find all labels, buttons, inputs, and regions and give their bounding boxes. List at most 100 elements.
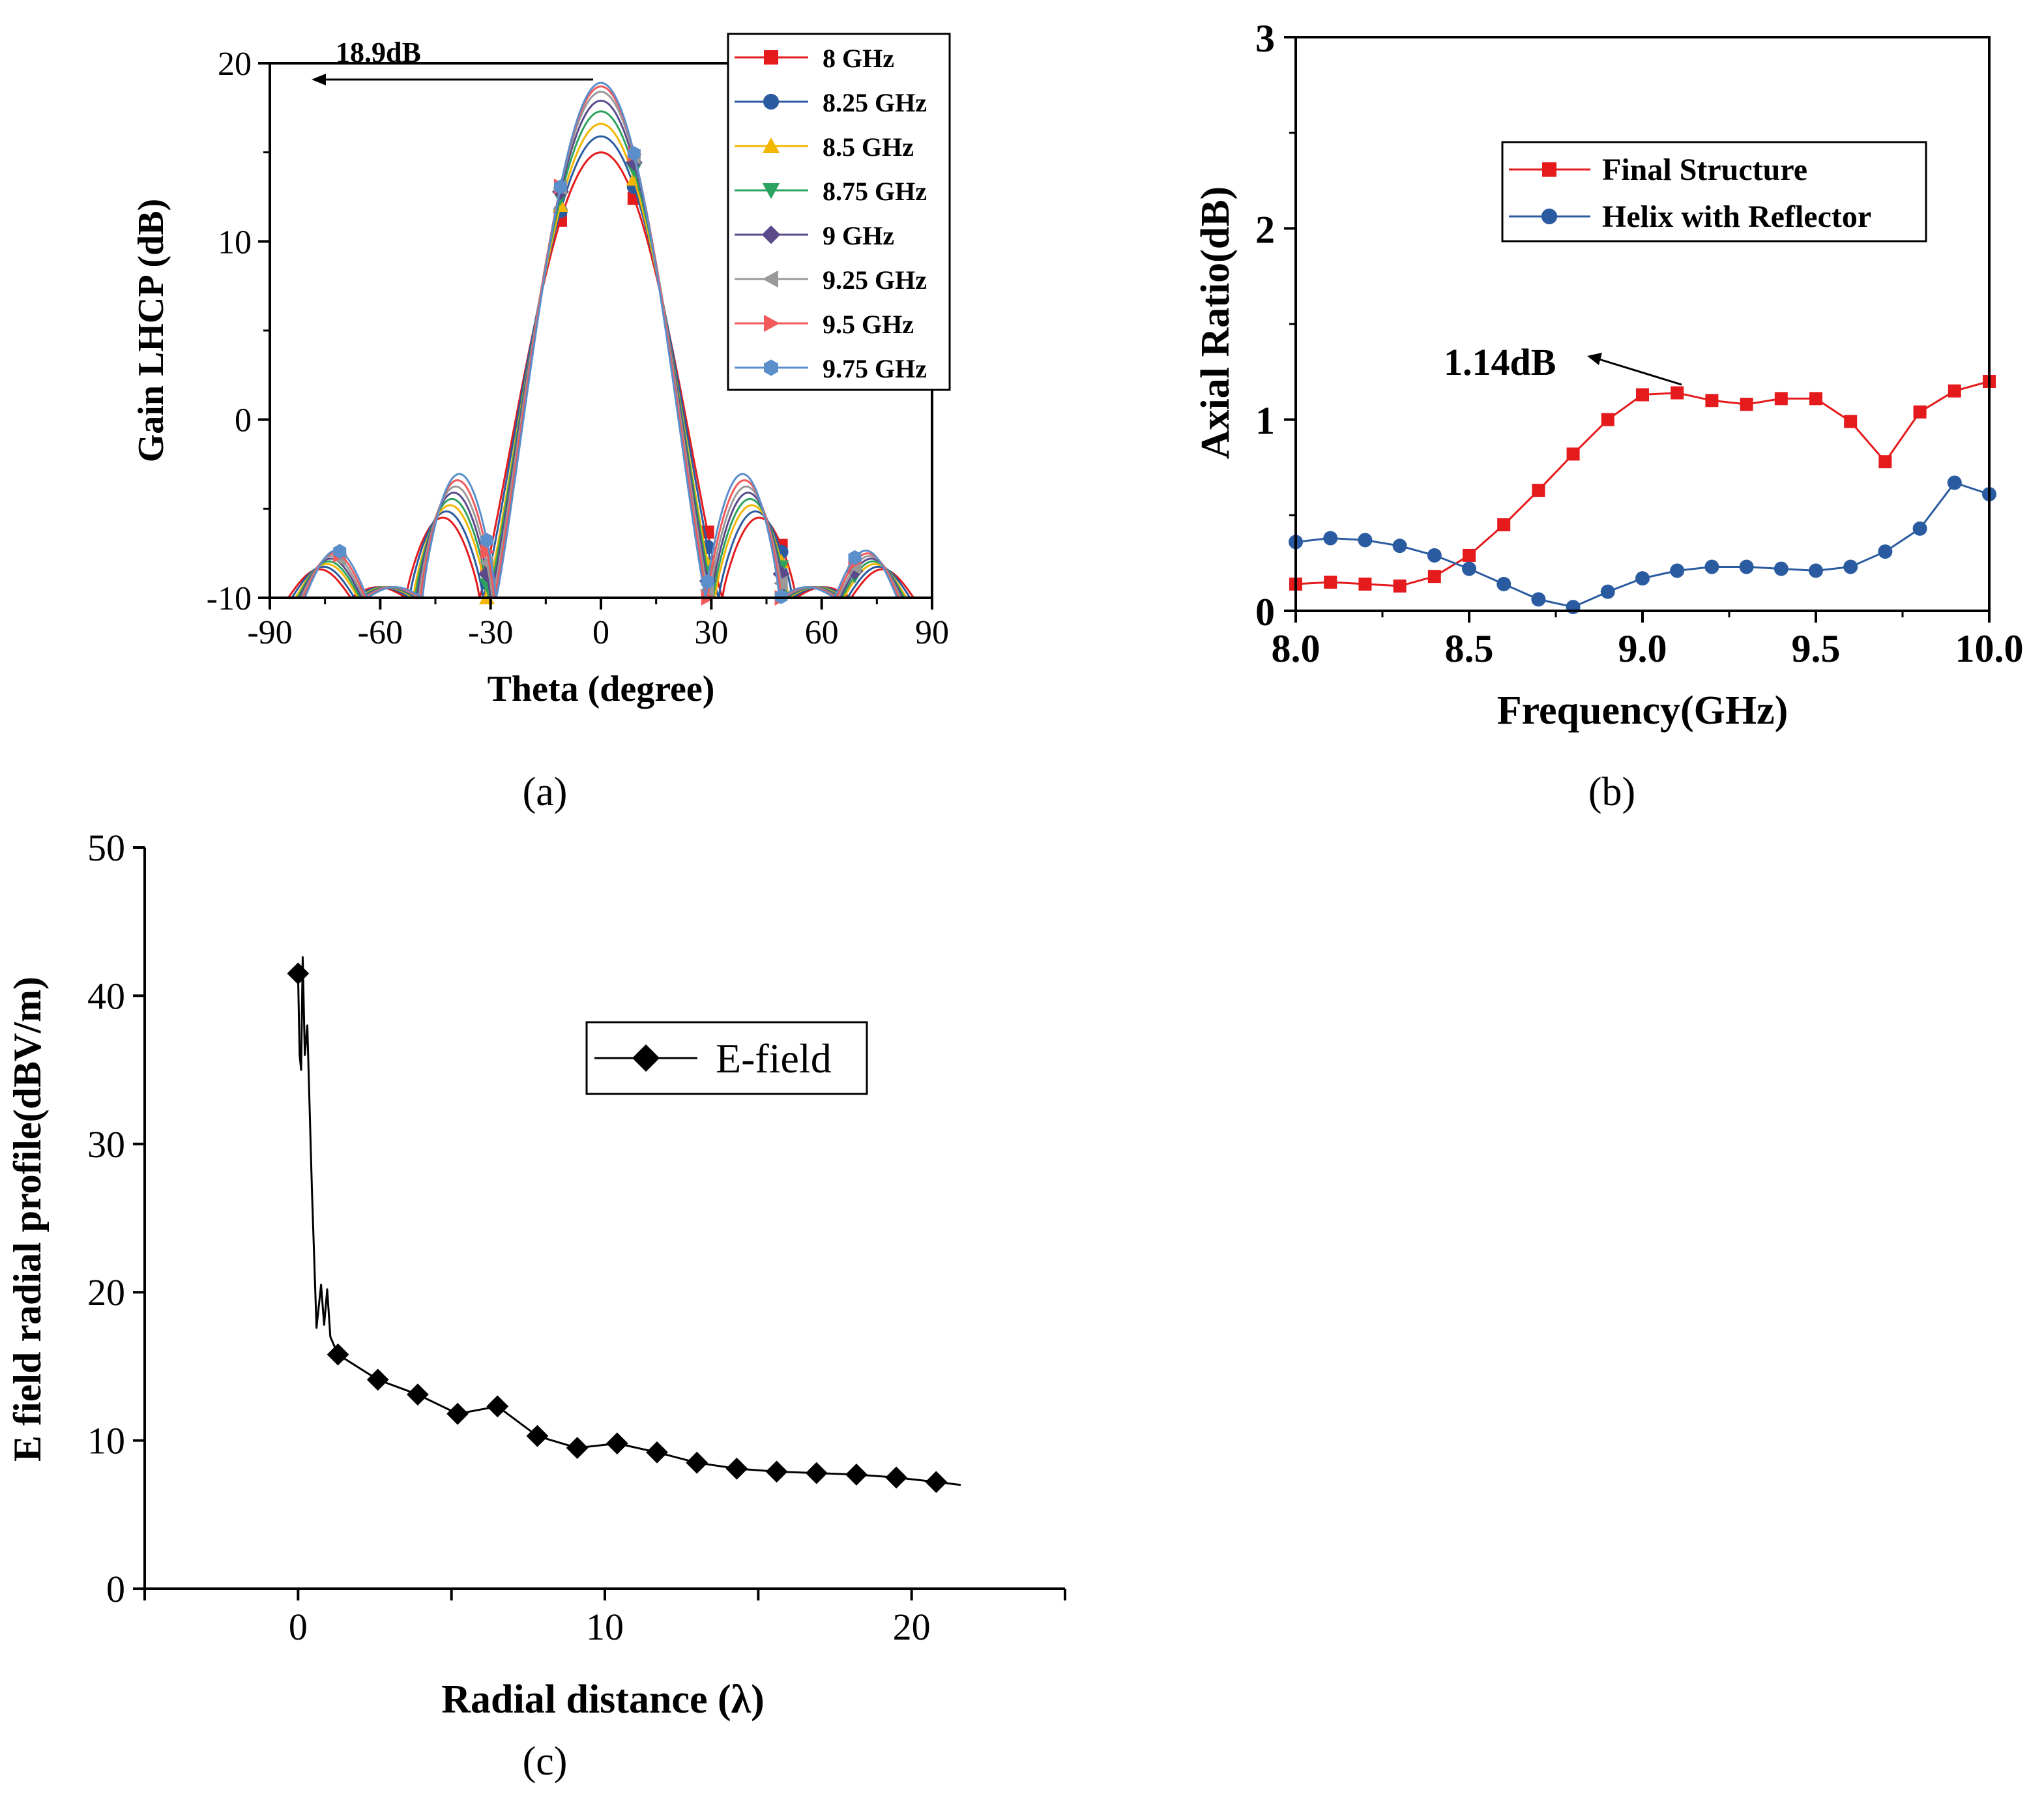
gain-y-axis-label: Gain LHCP (dB) bbox=[131, 199, 171, 463]
gain-x-tick-label: -60 bbox=[358, 614, 403, 651]
axial-ratio-legend-box bbox=[1501, 141, 1927, 243]
axial-ratio-series-marker bbox=[1947, 475, 1962, 490]
gain-series-marker bbox=[333, 544, 347, 559]
efield-x-axis-label: Radial distance (λ) bbox=[441, 1677, 764, 1722]
efield-series-marker bbox=[287, 962, 310, 985]
efield-series-marker bbox=[725, 1457, 748, 1480]
axial-ratio-series-marker bbox=[1671, 386, 1684, 400]
axial-ratio-series-marker bbox=[1358, 577, 1372, 591]
axial-ratio-plot-area bbox=[1289, 375, 1996, 615]
efield-series-marker bbox=[327, 1343, 349, 1366]
axial-ratio-x-tick-label: 8.0 bbox=[1272, 627, 1321, 670]
gain-y-ticks: -10 0 10 20 bbox=[207, 46, 270, 617]
axial-ratio-series-marker bbox=[1601, 413, 1614, 426]
axial-ratio-y-tick-label: 2 bbox=[1255, 208, 1275, 251]
axial-ratio-x-tick-label: 10.0 bbox=[1955, 627, 2024, 670]
gain-series-marker bbox=[627, 146, 641, 162]
gain-legend-marker bbox=[762, 137, 780, 153]
axial-ratio-series-marker bbox=[1843, 559, 1858, 574]
gain-legend: 8 GHz 8.25 GHz 8.5 GHz 8.75 GHz 9 GHz 9.25 GH… bbox=[727, 33, 951, 391]
axial-ratio-series-marker bbox=[1878, 455, 1892, 469]
gain-legend-marker bbox=[764, 359, 778, 376]
axial-ratio-series-marker bbox=[1878, 544, 1893, 559]
gain-y-tick-label: 0 bbox=[235, 402, 252, 439]
efield-series-marker bbox=[845, 1464, 868, 1486]
axial-ratio-series-marker bbox=[1774, 392, 1788, 405]
gain-legend-entries: 8 GHz 8.25 GHz 8.5 GHz 8.75 GHz 9 GHz 9.25 GH… bbox=[735, 44, 927, 383]
efield-y-axis-label: E field radial profile(dBV/m) bbox=[6, 977, 49, 1462]
gain-y-tick-label: -10 bbox=[207, 580, 252, 617]
axial-ratio-series-marker bbox=[1913, 405, 1927, 419]
min-axial-ratio-annotation: 1.14dB bbox=[1444, 341, 1556, 383]
axial-ratio-series-marker bbox=[1809, 563, 1823, 578]
efield-y-ticks: 0 10 20 30 40 50 bbox=[87, 827, 145, 1610]
axial-ratio-x-axis-label: Frequency(GHz) bbox=[1497, 688, 1788, 733]
peak-gain-annotation: 18.9dB bbox=[336, 37, 421, 68]
axial-ratio-series-marker bbox=[1705, 394, 1719, 407]
axial-ratio-y-tick-label: 0 bbox=[1255, 591, 1275, 634]
axial-ratio-legend-marker bbox=[1541, 208, 1558, 225]
axial-ratio-series-marker bbox=[1531, 592, 1546, 607]
axial-ratio-x-tick-label: 9.5 bbox=[1792, 627, 1841, 670]
gain-legend-label: 8.25 GHz bbox=[823, 88, 927, 117]
axial-ratio-series-marker bbox=[1496, 576, 1511, 591]
gain-legend-label: 9.5 GHz bbox=[823, 310, 914, 339]
efield-legend-label: E-field bbox=[716, 1035, 832, 1082]
axial-ratio-legend-entries: Final Structure Helix with Reflector bbox=[1509, 153, 1871, 234]
axial-ratio-series-marker bbox=[1774, 561, 1788, 576]
gain-legend-marker bbox=[762, 270, 778, 288]
axial-ratio-series-marker bbox=[1393, 579, 1407, 593]
axial-ratio-legend-label: Final Structure bbox=[1602, 153, 1807, 187]
efield-y-tick-label: 30 bbox=[87, 1123, 125, 1166]
efield-series-marker bbox=[805, 1462, 828, 1484]
axial-ratio-legend: Final Structure Helix with Reflector bbox=[1501, 141, 1927, 243]
caption-b: (b) bbox=[1588, 770, 1635, 814]
efield-x-tick-label: 0 bbox=[289, 1606, 308, 1648]
efield-y-tick-label: 40 bbox=[87, 975, 125, 1017]
axial-ratio-series-marker bbox=[1463, 548, 1476, 562]
axial-ratio-series-marker bbox=[1912, 521, 1927, 536]
axial-ratio-x-ticks: 8.0 8.5 9.0 9.5 10.0 bbox=[1272, 611, 2024, 670]
gain-legend-marker bbox=[763, 93, 780, 110]
efield-series-marker bbox=[446, 1402, 469, 1425]
axial-ratio-series-marker bbox=[1323, 531, 1338, 546]
axial-ratio-series-marker bbox=[1600, 584, 1615, 599]
axial-ratio-series-marker bbox=[1809, 392, 1822, 405]
axial-ratio-series-marker bbox=[1427, 548, 1442, 563]
axial-ratio-plot-frame bbox=[1294, 36, 1991, 612]
efield-x-ticks: 0 10 20 bbox=[143, 1589, 1066, 1648]
axial-ratio-y-tick-label: 3 bbox=[1255, 17, 1275, 60]
min-axial-ratio-arrow bbox=[1596, 357, 1682, 386]
gain-series-marker bbox=[480, 544, 495, 560]
peak-gain-arrowhead bbox=[312, 74, 326, 85]
axial-ratio-series-marker bbox=[1635, 571, 1650, 586]
gain-legend-label: 8.75 GHz bbox=[823, 177, 927, 206]
axial-ratio-x-tick-label: 8.5 bbox=[1445, 627, 1494, 670]
gain-legend-label: 9 GHz bbox=[823, 221, 894, 250]
efield-series-marker bbox=[646, 1441, 668, 1464]
min-axial-ratio-arrowhead bbox=[1587, 353, 1602, 365]
efield-x-tick-label: 20 bbox=[893, 1606, 931, 1648]
gain-legend-marker bbox=[764, 314, 780, 332]
axial-ratio-series-marker bbox=[1670, 563, 1685, 578]
gain-legend-label: 8.5 GHz bbox=[823, 132, 914, 162]
axial-ratio-series-marker bbox=[1324, 576, 1337, 589]
caption-a: (a) bbox=[523, 770, 568, 814]
efield-y-tick-label: 50 bbox=[87, 827, 125, 869]
axial-ratio-series-marker bbox=[1427, 570, 1441, 583]
axial-ratio-series-marker bbox=[1497, 518, 1511, 531]
efield-y-tick-label: 10 bbox=[87, 1420, 125, 1462]
panel-b: 0 1 2 3 8.0 8.5 9.0 9.5 10.0 Frequency(GHz) Axi… bbox=[1193, 17, 2024, 814]
efield-series-marker bbox=[366, 1368, 389, 1391]
panel-a: -10 0 10 20 -90 -60 -30 0 30 60 90 Theta (degree)… bbox=[131, 33, 951, 814]
efield-series-marker bbox=[885, 1466, 908, 1489]
gain-series-marker bbox=[773, 575, 788, 591]
gain-x-tick-label: 60 bbox=[805, 614, 839, 651]
axial-ratio-series-marker bbox=[1566, 447, 1580, 461]
axial-ratio-y-tick-label: 1 bbox=[1255, 400, 1275, 443]
gain-series-marker bbox=[848, 550, 862, 565]
gain-x-tick-label: 90 bbox=[915, 614, 949, 651]
axial-ratio-legend-label: Helix with Reflector bbox=[1602, 199, 1871, 234]
axial-ratio-series-marker bbox=[1636, 388, 1649, 402]
